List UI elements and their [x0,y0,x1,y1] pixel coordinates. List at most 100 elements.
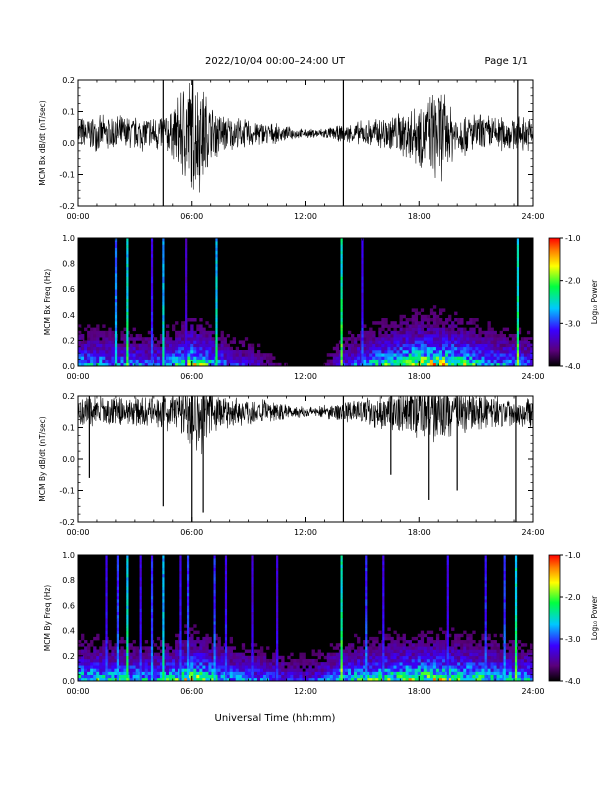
spectrogram-streak [150,577,154,581]
spectrogram-cell [78,334,82,338]
spectrogram-cell [520,649,525,653]
spectrogram-cell [363,350,367,354]
spectrogram-cell [172,665,176,669]
spectrogram-cell [426,356,431,360]
spectrogram-streak [139,668,142,672]
spectrogram-cell [429,318,434,322]
spectrogram-cell [390,340,394,344]
spectrogram-cell [187,340,191,344]
spectrogram-cell [205,671,209,675]
spectrogram-cell [396,343,400,348]
spectrogram-streak [361,289,364,293]
spectrogram-streak [139,627,142,631]
spectrogram-cell [253,655,258,660]
spectrogram-streak [365,599,368,603]
spectrogram-cell [375,350,379,354]
spectrogram-cell [502,337,506,341]
colorbar-by-label: Log₁₀ Power [590,595,599,640]
spectrogram-cell [344,356,349,360]
spectrogram-streak [365,577,368,581]
spectrogram-cell [372,356,376,360]
spectrogram-cell [205,649,209,653]
spectrogram-cell [187,330,191,335]
spectrogram-cell [493,658,497,663]
spectrogram-cell [469,318,473,322]
spectrogram-cell [369,643,373,647]
spectrogram-streak [186,611,190,616]
spectrogram-streak [185,292,188,296]
spectrogram-streak [114,343,118,348]
spectrogram-cell [272,652,276,657]
spectrogram-cell [232,662,237,666]
spectrogram-cell [393,350,397,354]
spectrogram-cell [390,674,394,679]
spectrogram-cell [135,658,139,663]
spectrogram-cell [78,668,82,672]
spectrogram-cell [363,665,367,669]
spectrogram-cell [457,346,461,351]
spectrogram-streak [365,558,368,562]
spectrogram-streak [340,561,343,565]
spectrogram-streak [361,340,364,344]
spectrogram-cell [341,674,346,679]
spectrogram-cell [390,337,394,341]
spectrogram-cell [487,337,491,341]
spectrogram-cell [451,671,455,675]
spectrogram-streak [162,627,165,631]
spectrogram-streak [116,627,120,631]
spectrogram-cell [90,674,94,679]
spectrogram-cell [363,668,367,672]
spectrogram-streak [114,359,118,364]
spectrogram-cell [405,334,409,338]
spectrogram-cell [384,633,388,638]
spectrogram-streak [503,555,506,559]
spectrogram-streak [114,340,118,344]
spectrogram-cell [153,652,158,657]
spectrogram-cell [123,640,127,644]
spectrogram-cell [205,359,209,364]
spectrogram-cell [372,359,376,364]
spectrogram-streak [162,583,165,587]
spectrogram-cell [111,674,115,679]
spectrogram-cell [432,356,437,360]
spectrogram-cell [448,356,452,360]
spectrogram-cell [159,671,164,675]
spectrogram-cell [99,668,103,672]
spectrogram-streak [276,658,279,663]
spectrogram-cell [402,334,406,338]
spectrogram-cell [420,665,425,669]
spectrogram-streak [215,270,218,274]
spectrogram-streak [382,658,385,663]
spectrogram-cell [481,668,485,672]
spectrogram-streak [251,646,254,650]
spectrogram-cell [378,321,382,325]
spectrogram-cell [93,334,97,338]
spectrogram-cell [217,658,221,663]
spectrogram-streak [105,671,108,675]
spectrogram-streak [162,636,165,641]
spectrogram-cell [153,658,158,663]
spectrogram-cell [414,649,419,653]
spectrogram-cell [442,630,446,635]
spectrogram-cell [502,346,506,351]
spectrogram-streak [186,595,190,600]
spectrogram-streak [224,602,228,606]
spectrogram-cell [93,674,97,679]
spectrogram-streak [179,611,182,616]
spectrogram-cell [165,655,170,660]
spectrogram-cell [165,671,170,675]
spectrogram-cell [457,677,461,682]
spectrogram-cell [478,337,482,341]
spectrogram-streak [516,241,520,245]
spectrogram-cell [78,330,82,335]
spectrogram-streak [162,254,165,258]
spectrogram-cell [442,665,446,669]
spectrogram-cell [445,327,449,332]
spectrogram-cell [135,346,139,351]
spectrogram-streak [162,580,165,584]
spectrogram-cell [332,665,337,669]
spectrogram-cell [78,643,82,647]
spectrogram-cell [147,668,152,672]
spectrogram-cell [405,337,409,341]
spectrogram-streak [185,289,188,293]
